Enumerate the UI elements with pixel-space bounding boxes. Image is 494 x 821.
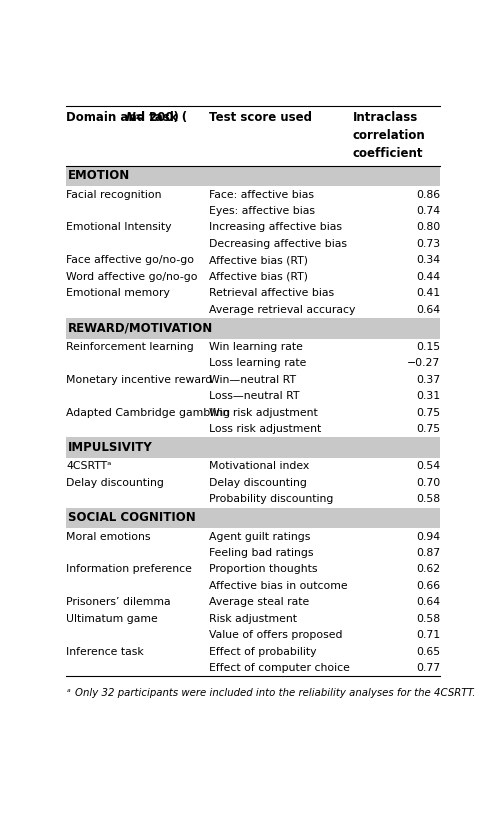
Bar: [66, 438, 440, 458]
Text: 0.37: 0.37: [416, 375, 440, 385]
Text: Ultimatum game: Ultimatum game: [66, 614, 158, 624]
Text: Intraclass
correlation
coefficient: Intraclass correlation coefficient: [353, 111, 425, 160]
Text: Affective bias (RT): Affective bias (RT): [209, 255, 308, 265]
Text: −0.27: −0.27: [407, 359, 440, 369]
Text: Test score used: Test score used: [209, 111, 312, 124]
Text: Prisoners’ dilemma: Prisoners’ dilemma: [66, 598, 171, 608]
Text: = 200): = 200): [131, 111, 179, 124]
Text: Win learning rate: Win learning rate: [209, 342, 303, 352]
Text: 0.58: 0.58: [416, 614, 440, 624]
Text: 0.64: 0.64: [416, 305, 440, 314]
Text: Loss risk adjustment: Loss risk adjustment: [209, 424, 322, 434]
Text: ᵃ: ᵃ: [66, 688, 70, 697]
Text: IMPULSIVITY: IMPULSIVITY: [68, 442, 153, 454]
Text: Retrieval affective bias: Retrieval affective bias: [209, 288, 334, 298]
Text: 0.73: 0.73: [416, 239, 440, 249]
Text: 0.65: 0.65: [416, 647, 440, 657]
Text: 0.75: 0.75: [416, 424, 440, 434]
Text: 0.41: 0.41: [416, 288, 440, 298]
Text: 0.44: 0.44: [416, 272, 440, 282]
Text: 0.64: 0.64: [416, 598, 440, 608]
Text: 0.34: 0.34: [416, 255, 440, 265]
Text: 0.80: 0.80: [416, 222, 440, 232]
Text: Reinforcement learning: Reinforcement learning: [66, 342, 194, 352]
Text: Delay discounting: Delay discounting: [209, 478, 307, 488]
Text: Emotional memory: Emotional memory: [66, 288, 170, 298]
Text: Affective bias in outcome: Affective bias in outcome: [209, 581, 348, 591]
Text: REWARD/MOTIVATION: REWARD/MOTIVATION: [68, 322, 213, 335]
Text: 0.87: 0.87: [416, 548, 440, 558]
Text: Eyes: affective bias: Eyes: affective bias: [209, 206, 315, 216]
Text: Motivational index: Motivational index: [209, 461, 309, 471]
Text: Effect of probability: Effect of probability: [209, 647, 317, 657]
Text: Increasing affective bias: Increasing affective bias: [209, 222, 342, 232]
Text: 0.15: 0.15: [416, 342, 440, 352]
Text: Win risk adjustment: Win risk adjustment: [209, 408, 318, 418]
Text: 0.66: 0.66: [416, 581, 440, 591]
Text: 0.86: 0.86: [416, 190, 440, 200]
Text: Monetary incentive reward: Monetary incentive reward: [66, 375, 212, 385]
Text: 0.75: 0.75: [416, 408, 440, 418]
Text: Moral emotions: Moral emotions: [66, 532, 151, 542]
Text: Word affective go/no-go: Word affective go/no-go: [66, 272, 198, 282]
Bar: [66, 318, 440, 339]
Text: Value of offers proposed: Value of offers proposed: [209, 631, 343, 640]
Text: Only 32 participants were included into the reliability analyses for the 4CSRTT.: Only 32 participants were included into …: [75, 688, 475, 698]
Text: 0.58: 0.58: [416, 494, 440, 504]
Text: 4CSRTTᵃ: 4CSRTTᵃ: [66, 461, 112, 471]
Text: Feeling bad ratings: Feeling bad ratings: [209, 548, 314, 558]
Text: Inference task: Inference task: [66, 647, 144, 657]
Text: Win—neutral RT: Win—neutral RT: [209, 375, 296, 385]
Text: Proportion thoughts: Proportion thoughts: [209, 565, 318, 575]
Text: EMOTION: EMOTION: [68, 169, 130, 182]
Text: Affective bias (RT): Affective bias (RT): [209, 272, 308, 282]
Text: Loss learning rate: Loss learning rate: [209, 359, 306, 369]
Text: Adapted Cambridge gambling: Adapted Cambridge gambling: [66, 408, 231, 418]
Text: 0.54: 0.54: [416, 461, 440, 471]
Text: SOCIAL COGNITION: SOCIAL COGNITION: [68, 511, 196, 525]
Text: Emotional Intensity: Emotional Intensity: [66, 222, 172, 232]
Text: Average steal rate: Average steal rate: [209, 598, 309, 608]
Text: Information preference: Information preference: [66, 565, 192, 575]
Text: 0.62: 0.62: [416, 565, 440, 575]
Text: Effect of computer choice: Effect of computer choice: [209, 663, 350, 673]
Text: Facial recognition: Facial recognition: [66, 190, 162, 200]
Text: Domain and task (: Domain and task (: [66, 111, 187, 124]
Text: Agent guilt ratings: Agent guilt ratings: [209, 532, 311, 542]
Text: 0.31: 0.31: [416, 392, 440, 401]
Text: 0.74: 0.74: [416, 206, 440, 216]
Text: Risk adjustment: Risk adjustment: [209, 614, 297, 624]
Text: N: N: [125, 111, 135, 124]
Text: 0.70: 0.70: [416, 478, 440, 488]
Bar: [66, 507, 440, 529]
Text: Probability discounting: Probability discounting: [209, 494, 333, 504]
Text: Average retrieval accuracy: Average retrieval accuracy: [209, 305, 356, 314]
Bar: [66, 166, 440, 186]
Text: 0.77: 0.77: [416, 663, 440, 673]
Text: Delay discounting: Delay discounting: [66, 478, 164, 488]
Text: 0.94: 0.94: [416, 532, 440, 542]
Text: Face affective go/no-go: Face affective go/no-go: [66, 255, 194, 265]
Text: Face: affective bias: Face: affective bias: [209, 190, 314, 200]
Text: 0.71: 0.71: [416, 631, 440, 640]
Text: Loss—neutral RT: Loss—neutral RT: [209, 392, 300, 401]
Text: Decreasing affective bias: Decreasing affective bias: [209, 239, 347, 249]
